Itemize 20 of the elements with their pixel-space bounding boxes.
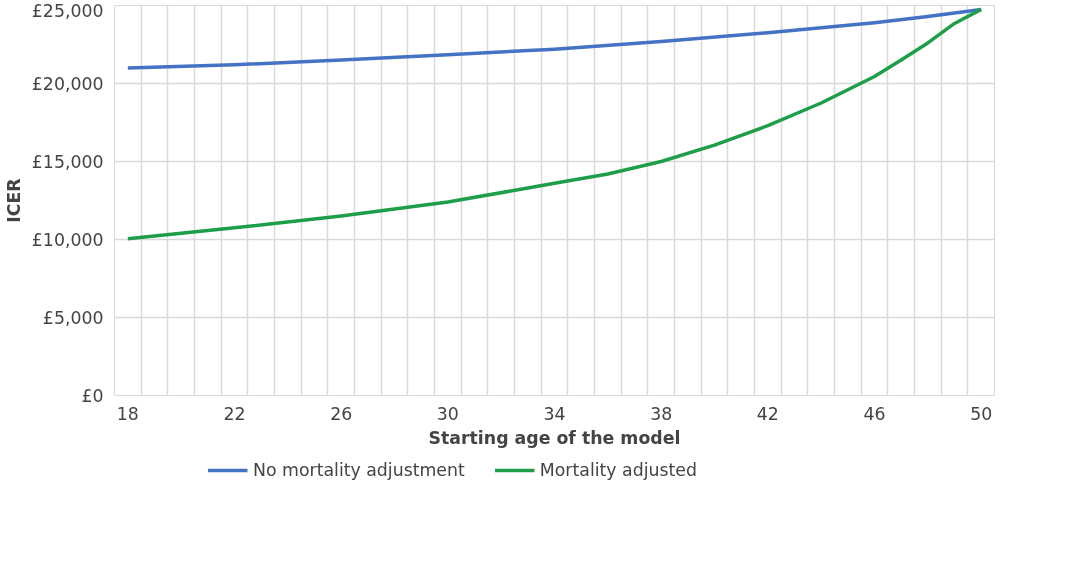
x-tick-label: 26 (330, 403, 353, 424)
x-tick-label: 34 (543, 403, 566, 424)
legend-label: Mortality adjusted (539, 460, 697, 480)
x-tick-label: 46 (863, 403, 886, 424)
y-tick-label: £20,000 (31, 73, 104, 94)
y-tick-label: £15,000 (31, 151, 104, 172)
y-tick-label: £0 (81, 385, 104, 406)
x-tick-label: 50 (970, 403, 993, 424)
y-tick-label: £5,000 (42, 307, 104, 328)
legend-label: No mortality adjustment (252, 460, 465, 480)
x-tick-label: 22 (223, 403, 246, 424)
y-axis-title: ICER (3, 178, 24, 223)
x-tick-label: 38 (650, 403, 673, 424)
y-tick-label: £25,000 (31, 0, 104, 21)
x-tick-label: 18 (116, 403, 139, 424)
line-series (126, 7, 983, 241)
x-tick-label: 42 (756, 403, 779, 424)
x-axis-title: Starting age of the model (428, 427, 681, 448)
x-tick-label: 30 (436, 403, 459, 424)
y-tick-label: £10,000 (31, 229, 104, 250)
